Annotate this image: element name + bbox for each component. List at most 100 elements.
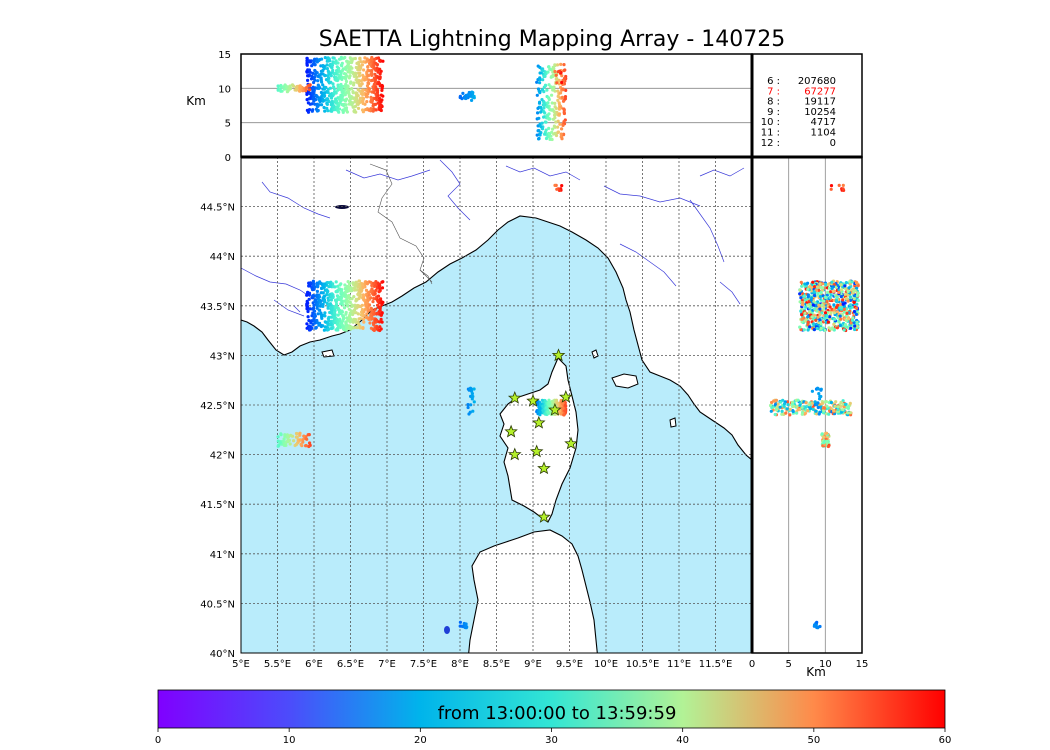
map-source-point bbox=[315, 294, 319, 298]
map-source-point bbox=[305, 306, 309, 310]
stats-row-count: 207680 bbox=[798, 76, 836, 87]
right-source-point bbox=[801, 300, 805, 304]
top-source-point bbox=[365, 57, 369, 61]
right-source-point bbox=[852, 309, 857, 314]
top-source-point bbox=[312, 80, 316, 85]
map-source-point bbox=[354, 283, 358, 287]
top-source-point bbox=[550, 101, 554, 105]
map-source-point bbox=[335, 317, 339, 321]
right-alt-tick-label: 15 bbox=[856, 659, 869, 670]
top-source-point bbox=[556, 98, 560, 102]
top-source-point bbox=[331, 56, 335, 60]
top-source-point bbox=[323, 109, 327, 113]
map-source-point bbox=[337, 287, 342, 291]
top-source-point bbox=[463, 94, 467, 98]
map-source-point bbox=[471, 394, 475, 399]
top-source-point bbox=[354, 71, 358, 76]
top-source-point bbox=[339, 57, 343, 61]
right-source-point bbox=[848, 411, 853, 415]
right-source-point bbox=[804, 305, 808, 309]
map-source-point bbox=[353, 308, 357, 312]
top-source-point bbox=[373, 78, 377, 82]
top-source-point bbox=[315, 95, 319, 99]
right-source-point bbox=[829, 290, 833, 294]
top-source-point bbox=[537, 137, 541, 141]
right-source-point bbox=[820, 432, 824, 436]
station-marker bbox=[504, 424, 518, 438]
map-source-point bbox=[375, 326, 379, 330]
map-source-point bbox=[326, 322, 330, 326]
map-source-point bbox=[319, 323, 323, 328]
map-source-point bbox=[466, 403, 470, 407]
map-source-point bbox=[535, 401, 539, 405]
top-source-point bbox=[359, 79, 363, 83]
top-source-point bbox=[347, 99, 352, 103]
top-source-point bbox=[469, 93, 473, 97]
top-source-point bbox=[551, 88, 555, 92]
top-source-point bbox=[553, 131, 557, 135]
right-source-point bbox=[825, 300, 829, 304]
top-source-point bbox=[541, 78, 545, 82]
right-source-point bbox=[848, 298, 853, 302]
top-source-point bbox=[342, 88, 347, 92]
map-source-point bbox=[332, 314, 336, 318]
top-source-point bbox=[536, 106, 540, 110]
right-source-point bbox=[814, 304, 819, 308]
map-source-point bbox=[317, 308, 321, 312]
right-source-point bbox=[855, 321, 859, 325]
right-source-point bbox=[801, 303, 805, 307]
right-source-point bbox=[826, 320, 831, 324]
map-source-point bbox=[469, 403, 473, 407]
map-source-point bbox=[547, 402, 551, 406]
top-source-point bbox=[380, 98, 384, 102]
top-source-point bbox=[542, 115, 546, 119]
right-source-point bbox=[773, 412, 777, 417]
map-source-point bbox=[305, 322, 309, 326]
right-source-point bbox=[812, 322, 816, 326]
top-source-point bbox=[315, 86, 319, 90]
map-source-point bbox=[359, 313, 363, 317]
top-source-point bbox=[535, 93, 539, 97]
right-source-point bbox=[816, 291, 820, 296]
right-lightning-sources bbox=[769, 183, 860, 630]
map-source-point bbox=[335, 322, 339, 326]
map-source-point bbox=[346, 286, 350, 290]
map-source-point bbox=[358, 324, 362, 329]
map-source-point bbox=[338, 325, 342, 330]
top-source-point bbox=[358, 56, 362, 61]
right-source-point bbox=[798, 288, 802, 292]
top-source-point bbox=[356, 94, 360, 98]
top-lightning-sources bbox=[276, 55, 568, 142]
map-source-point bbox=[367, 293, 371, 297]
map-source-point bbox=[289, 433, 293, 437]
top-source-point bbox=[556, 89, 560, 93]
map-source-point bbox=[306, 315, 310, 319]
right-source-point bbox=[808, 310, 812, 314]
top-source-point bbox=[365, 92, 369, 96]
right-source-point bbox=[849, 321, 853, 325]
right-source-point bbox=[838, 314, 842, 318]
top-source-point bbox=[335, 99, 339, 103]
top-source-point bbox=[557, 78, 561, 82]
right-source-point bbox=[824, 400, 828, 404]
top-source-point bbox=[361, 101, 365, 106]
top-source-point bbox=[374, 108, 378, 112]
right-source-point bbox=[819, 388, 823, 392]
map-source-point bbox=[553, 183, 557, 187]
map-source-point bbox=[359, 287, 363, 291]
map-source-point bbox=[316, 312, 320, 316]
right-source-point bbox=[846, 317, 851, 321]
map-source-point bbox=[309, 319, 314, 323]
sardinia-island bbox=[468, 529, 598, 653]
map-source-point bbox=[471, 409, 475, 413]
top-source-point bbox=[316, 74, 320, 78]
map-source-point bbox=[352, 295, 356, 299]
right-source-point bbox=[812, 313, 817, 317]
map-source-point bbox=[308, 328, 312, 332]
right-source-point bbox=[806, 281, 810, 285]
map-source-point bbox=[298, 431, 302, 435]
top-source-point bbox=[358, 96, 362, 100]
map-source-point bbox=[318, 298, 322, 302]
map-source-point bbox=[341, 319, 345, 323]
